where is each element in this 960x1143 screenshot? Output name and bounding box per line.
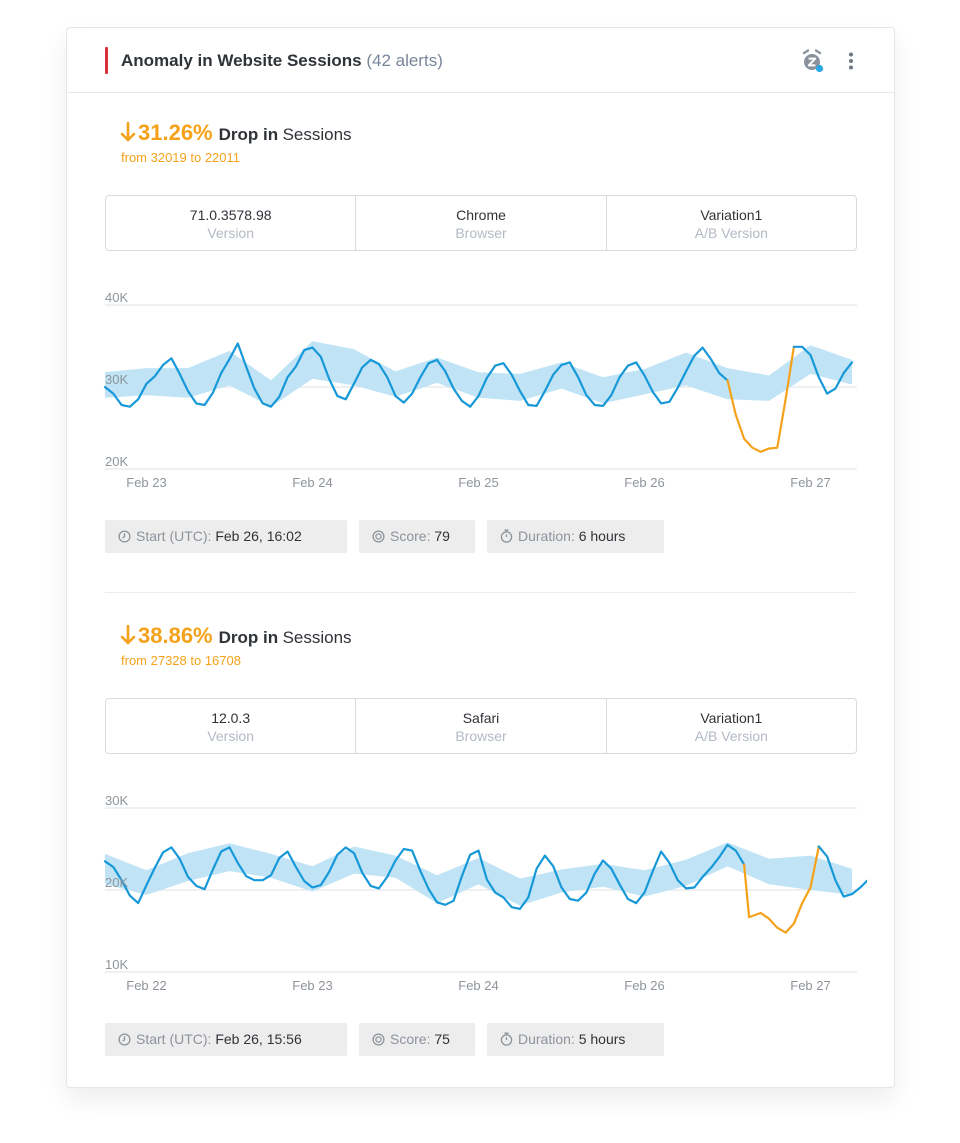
dimension-version: 12.0.3 Version bbox=[106, 699, 357, 753]
dimension-key: Version bbox=[207, 225, 255, 241]
duration-value: 5 hours bbox=[578, 1031, 626, 1047]
dimension-key: A/B Version bbox=[694, 225, 768, 241]
y-tick-label: 30K bbox=[105, 793, 128, 808]
duration-label: Duration: bbox=[518, 1031, 575, 1047]
card-title: Anomaly in Website Sessions (42 alerts) bbox=[121, 50, 443, 72]
sessions-chart-1: 40K 30K 20K Feb 23 Feb 24 Feb 25 Feb 26 Feb 27 bbox=[103, 290, 857, 490]
x-tick-label: Feb 26 bbox=[624, 475, 664, 490]
y-tick-label: 20K bbox=[105, 454, 128, 469]
arrow-down-icon bbox=[120, 625, 136, 645]
sessions-series-line bbox=[103, 342, 729, 408]
start-value: Feb 26, 15:56 bbox=[215, 1031, 302, 1047]
more-vertical-icon[interactable] bbox=[842, 48, 860, 74]
card-title-text: Anomaly in Website Sessions bbox=[121, 51, 362, 70]
drop-label: Drop in bbox=[218, 125, 279, 144]
duration-value: 6 hours bbox=[578, 528, 626, 544]
drop-label: Drop in bbox=[218, 628, 279, 647]
metric-name: Sessions bbox=[282, 628, 352, 647]
dimension-key: A/B Version bbox=[694, 728, 768, 744]
drop-percent: 38.86% bbox=[138, 623, 213, 648]
dimension-version: 71.0.3578.98 Version bbox=[106, 196, 357, 250]
x-tick-label: Feb 25 bbox=[458, 475, 498, 490]
dimension-box: 71.0.3578.98 Version Chrome Browser Vari… bbox=[105, 195, 857, 251]
anomaly-item-1: 31.26% Drop in Sessions from 32019 to 220… bbox=[67, 120, 894, 590]
start-pill: Start (UTC): Feb 26, 16:02 bbox=[105, 520, 347, 553]
score-label: Score: bbox=[390, 528, 431, 544]
score-icon bbox=[372, 1033, 385, 1046]
x-tick-label: Feb 26 bbox=[624, 978, 664, 993]
start-label: Start (UTC): bbox=[136, 528, 212, 544]
x-tick-label: Feb 23 bbox=[292, 978, 332, 993]
anomaly-headline: 38.86% Drop in Sessions bbox=[120, 623, 352, 653]
duration-label: Duration: bbox=[518, 528, 575, 544]
x-tick-label: Feb 23 bbox=[126, 475, 166, 490]
metric-name: Sessions bbox=[282, 125, 352, 144]
duration-pill: Duration: 5 hours bbox=[487, 1023, 664, 1056]
duration-pill: Duration: 6 hours bbox=[487, 520, 664, 553]
dimension-value: Chrome bbox=[456, 207, 506, 223]
dimension-value: Variation1 bbox=[700, 710, 763, 726]
dimension-value: Variation1 bbox=[700, 207, 763, 223]
severity-indicator bbox=[105, 47, 108, 74]
drop-percent: 31.26% bbox=[138, 120, 213, 145]
from-to-text: from 27328 to 16708 bbox=[121, 653, 241, 668]
dimension-box: 12.0.3 Version Safari Browser Variation1… bbox=[105, 698, 857, 754]
alert-count: (42 alerts) bbox=[366, 51, 443, 70]
anomaly-card: Anomaly in Website Sessions (42 alerts) … bbox=[66, 27, 895, 1088]
anomaly-item-2: 38.86% Drop in Sessions from 27328 to 167… bbox=[67, 623, 894, 1093]
y-tick-label: 10K bbox=[105, 957, 128, 972]
dimension-value: 12.0.3 bbox=[211, 710, 251, 726]
start-label: Start (UTC): bbox=[136, 1031, 212, 1047]
dimension-value: Safari bbox=[462, 710, 500, 726]
y-tick-label: 30K bbox=[105, 372, 128, 387]
x-tick-label: Feb 24 bbox=[292, 475, 332, 490]
start-value: Feb 26, 16:02 bbox=[215, 528, 302, 544]
expected-range-band bbox=[105, 341, 852, 407]
arrow-down-icon bbox=[120, 122, 136, 142]
start-pill: Start (UTC): Feb 26, 15:56 bbox=[105, 1023, 347, 1056]
section-divider bbox=[105, 592, 855, 593]
sessions-series-line bbox=[792, 345, 854, 395]
dimension-ab-version: Variation1 A/B Version bbox=[607, 699, 856, 753]
dimension-key: Browser bbox=[455, 225, 507, 241]
x-tick-label: Feb 22 bbox=[126, 978, 166, 993]
score-value: 75 bbox=[434, 1031, 450, 1047]
clock-icon bbox=[118, 1033, 131, 1046]
score-pill: Score: 79 bbox=[359, 520, 475, 553]
expected-range-band bbox=[105, 842, 852, 906]
score-label: Score: bbox=[390, 1031, 431, 1047]
sessions-series-line bbox=[103, 843, 746, 910]
stopwatch-icon bbox=[500, 529, 513, 543]
x-tick-label: Feb 27 bbox=[790, 978, 830, 993]
anomaly-series-line bbox=[743, 845, 820, 934]
sessions-chart-2: 30K 20K 10K Feb 22 Feb 23 Feb 24 Feb 26 Feb 27 bbox=[103, 793, 867, 993]
dimension-ab-version: Variation1 A/B Version bbox=[607, 196, 856, 250]
score-pill: Score: 75 bbox=[359, 1023, 475, 1056]
anomaly-headline: 31.26% Drop in Sessions bbox=[120, 120, 352, 150]
sessions-series-line bbox=[817, 845, 867, 898]
from-to-text: from 32019 to 22011 bbox=[121, 150, 241, 165]
score-icon bbox=[372, 530, 385, 543]
card-header: Anomaly in Website Sessions (42 alerts) bbox=[67, 28, 894, 93]
y-tick-label: 20K bbox=[105, 875, 128, 890]
anomaly-series-line bbox=[726, 345, 795, 453]
stopwatch-icon bbox=[500, 1032, 513, 1046]
dimension-value: 71.0.3578.98 bbox=[189, 207, 272, 223]
dimension-key: Version bbox=[207, 728, 255, 744]
clock-icon bbox=[118, 530, 131, 543]
alarm-snooze-icon[interactable] bbox=[800, 48, 826, 74]
x-tick-label: Feb 27 bbox=[790, 475, 830, 490]
dimension-browser: Safari Browser bbox=[356, 699, 607, 753]
dimension-browser: Chrome Browser bbox=[356, 196, 607, 250]
x-tick-label: Feb 24 bbox=[458, 978, 498, 993]
dimension-key: Browser bbox=[455, 728, 507, 744]
y-tick-label: 40K bbox=[105, 290, 128, 305]
score-value: 79 bbox=[434, 528, 450, 544]
